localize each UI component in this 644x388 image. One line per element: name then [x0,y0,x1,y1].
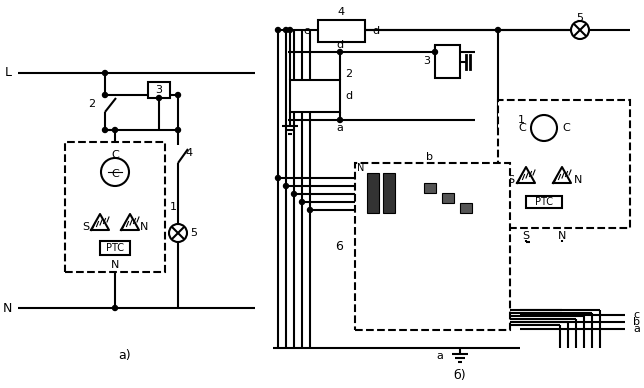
Bar [526,196,562,208]
Bar [383,173,395,213]
Text: S: S [522,231,529,241]
Text: L: L [5,66,12,80]
Text: 1: 1 [170,202,177,212]
Bar [442,193,454,203]
Circle shape [102,71,108,76]
Text: C: C [562,123,570,133]
Circle shape [276,28,281,33]
Circle shape [102,128,108,132]
Text: 4: 4 [185,148,192,158]
Circle shape [276,175,281,180]
Circle shape [283,28,289,33]
Bar [435,45,460,78]
Circle shape [337,118,343,123]
Circle shape [102,92,108,97]
Bar [318,20,365,42]
Text: a): a) [118,348,131,362]
Text: a: a [633,324,640,334]
Circle shape [433,50,437,54]
Bar [498,100,630,228]
Text: PTC: PTC [535,197,553,207]
Text: e: e [303,26,310,36]
Text: b: b [426,152,433,162]
Circle shape [337,50,343,54]
Text: 5: 5 [190,228,197,238]
Text: C: C [518,123,526,133]
Text: d: d [336,40,343,50]
Text: 2: 2 [345,69,352,79]
Text: N: N [357,163,364,173]
Text: N: N [3,301,12,315]
Text: c: c [633,310,639,320]
Bar [100,241,130,255]
Text: b: b [633,317,640,327]
Bar [148,82,170,98]
Circle shape [299,199,305,204]
Text: б): б) [453,369,466,381]
Text: C: C [111,169,119,179]
Text: N: N [111,260,119,270]
Bar [65,142,165,272]
Text: C: C [111,150,119,160]
Text: a: a [437,351,444,361]
Circle shape [176,128,180,132]
Text: N: N [574,175,582,185]
Circle shape [495,28,500,33]
Text: S: S [82,222,90,232]
Text: 1: 1 [518,115,525,125]
Bar [424,183,436,193]
Circle shape [169,224,187,242]
Circle shape [101,158,129,186]
Text: N: N [558,231,566,241]
Circle shape [307,208,312,213]
Text: d: d [372,26,379,36]
Text: N: N [140,222,148,232]
Text: 4: 4 [338,7,345,17]
Text: 3: 3 [155,85,162,95]
Text: 5: 5 [576,13,583,23]
Bar [367,173,379,213]
Circle shape [176,92,180,97]
Text: 6: 6 [335,240,343,253]
Text: S: S [507,175,514,185]
Text: 2: 2 [88,99,95,109]
Circle shape [292,192,296,196]
Circle shape [113,305,117,310]
Text: d: d [345,91,352,101]
Bar [290,80,340,112]
Circle shape [156,95,162,100]
Bar [460,203,472,213]
Text: PTC: PTC [106,243,124,253]
Bar [355,163,510,330]
Text: a: a [337,123,343,133]
Circle shape [113,128,117,132]
Circle shape [283,184,289,189]
Circle shape [571,21,589,39]
Circle shape [287,28,292,33]
Text: 3: 3 [423,57,430,66]
Circle shape [531,115,557,141]
